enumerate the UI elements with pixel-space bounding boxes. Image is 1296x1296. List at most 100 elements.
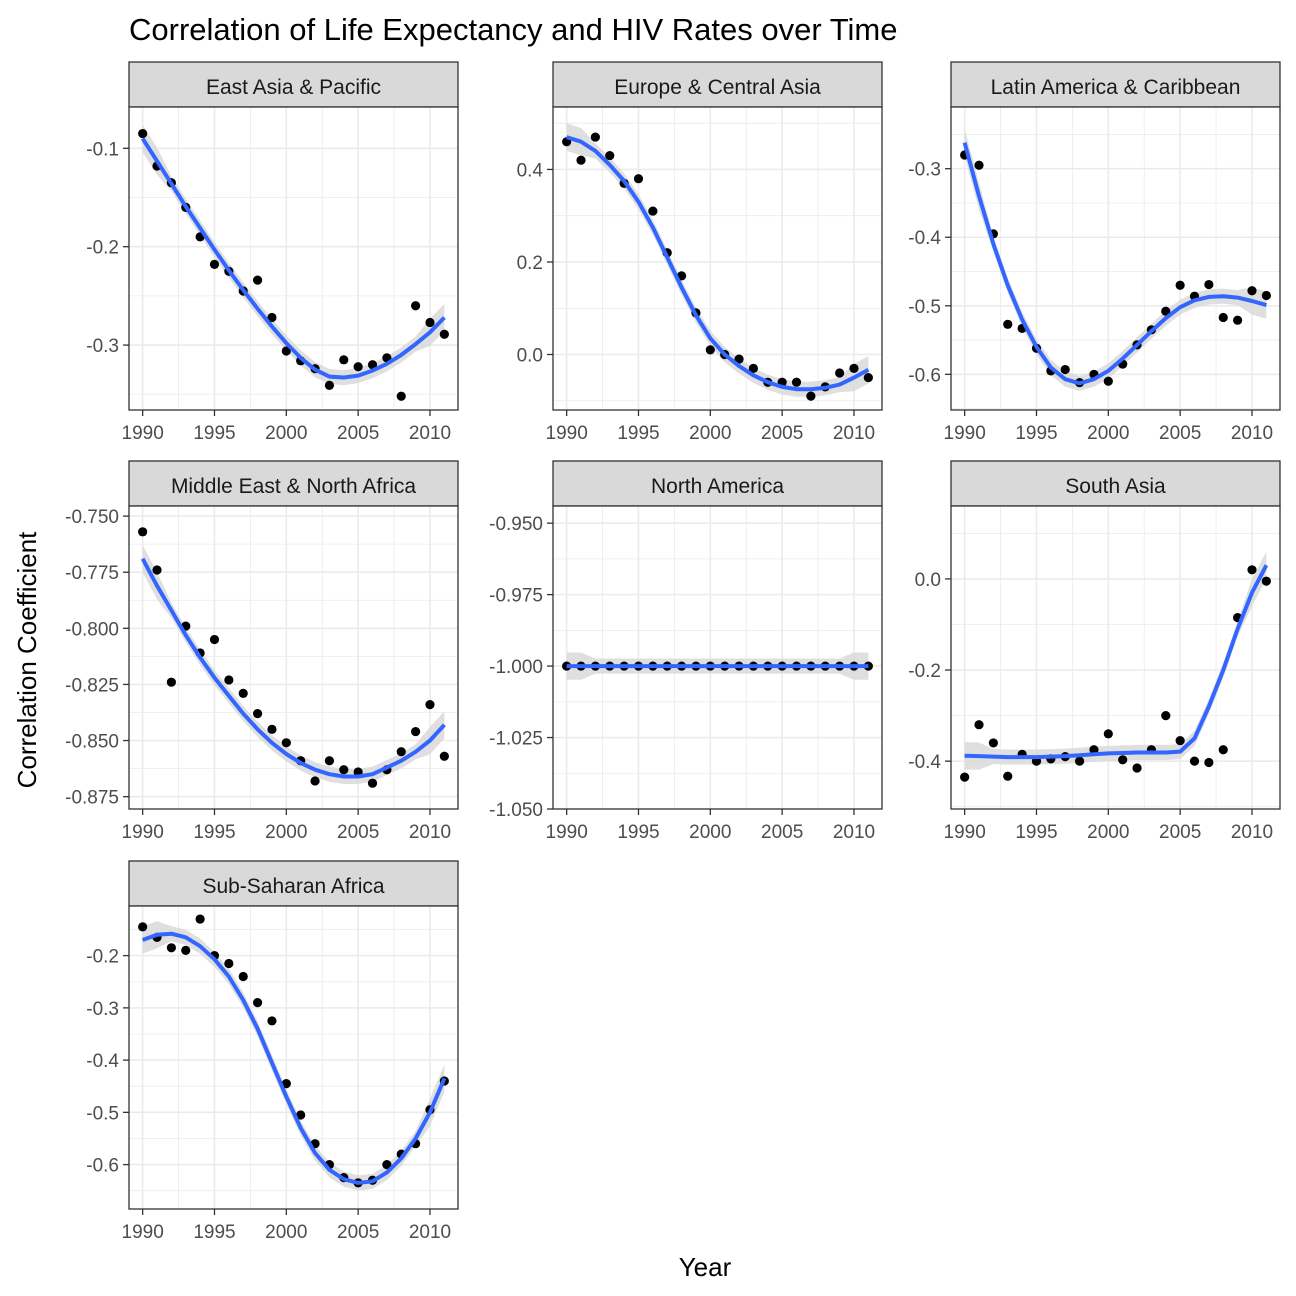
data-point [339, 765, 349, 775]
y-tick-label: -0.4 [908, 228, 941, 249]
data-point [138, 527, 148, 537]
data-point [296, 1110, 306, 1120]
data-point [1247, 565, 1257, 575]
x-tick-label: 2005 [1159, 423, 1201, 444]
data-point [1247, 286, 1257, 296]
data-point [181, 945, 191, 956]
x-tick-label: 1990 [944, 822, 986, 843]
panel-border [128, 905, 459, 1210]
data-point [382, 1159, 392, 1170]
x-tick-label: 1995 [617, 822, 659, 843]
y-tick-label: -0.750 [65, 507, 119, 528]
plot-area-middle-east-and-north-africa [129, 506, 458, 809]
data-point [974, 720, 984, 730]
y-tick-label: 0.4 [517, 160, 544, 181]
smooth-line [140, 557, 446, 779]
y-tick-label: -0.1 [86, 139, 119, 160]
strip-middle-east-and-north-africa [128, 460, 459, 507]
strip-label-latin-america-and-caribbean: Latin America & Caribbean [991, 76, 1241, 99]
data-point [960, 772, 970, 782]
data-point [195, 914, 205, 924]
data-point [425, 317, 435, 328]
y-tick-label: -0.3 [86, 336, 119, 357]
data-point [748, 363, 759, 373]
y-tick-label: -0.5 [86, 1103, 119, 1124]
facet-panels: East Asia & Pacific 1990 1995 2000 2005 2010 -… [65, 61, 1281, 1243]
x-tick-label: 1990 [944, 423, 986, 444]
data-point [1003, 319, 1013, 329]
data-point [1204, 279, 1214, 290]
data-point [1074, 756, 1085, 766]
data-point [267, 724, 277, 734]
data-point [734, 354, 744, 364]
x-tick-label: 2010 [409, 822, 451, 843]
data-point [1161, 710, 1171, 721]
y-tick-label: -1.050 [489, 800, 543, 821]
y-tick-label: -0.850 [65, 732, 119, 753]
panel-europe-and-central-asia: Europe & Central Asia 1990 1995 2000 2005 201… [517, 61, 883, 444]
y-tick-label: -0.825 [65, 675, 119, 696]
panel-latin-america-and-caribbean: Latin America & Caribbean 1990 1995 2000 200… [908, 61, 1281, 444]
x-tick-label: 1995 [193, 1222, 235, 1243]
data-point [310, 776, 320, 786]
chart-title: Correlation of Life Expectancy and HIV R… [129, 12, 897, 47]
data-point [252, 709, 263, 719]
x-tick-label: 2005 [337, 423, 379, 444]
data-point [425, 700, 435, 710]
data-point [1189, 756, 1200, 766]
data-point [849, 363, 859, 373]
plot-area-north-america [553, 506, 882, 809]
smooth-line [565, 135, 870, 392]
y-tick-label: -0.800 [65, 619, 119, 640]
data-point [324, 380, 335, 391]
data-point [1118, 755, 1128, 765]
x-tick-label: 2005 [337, 1222, 379, 1243]
data-point [281, 1079, 291, 1089]
x-tick-label: 2005 [761, 423, 803, 444]
data-point [1089, 745, 1099, 755]
strip-label-sub-saharan-africa: Sub-Saharan Africa [202, 875, 384, 898]
y-tick-label: -1.000 [489, 657, 543, 678]
x-tick-label: 2000 [689, 423, 731, 444]
y-tick-label: -0.3 [908, 160, 941, 181]
x-tick-label: 1995 [1015, 423, 1057, 444]
data-point [648, 206, 658, 216]
panel-east-asia-and-pacific: East Asia & Pacific 1990 1995 2000 2005 2010 -… [86, 61, 459, 444]
plot-area-europe-and-central-asia [553, 107, 882, 410]
strip-label-south-asia: South Asia [1065, 475, 1166, 498]
y-tick-label: -0.5 [908, 297, 941, 318]
y-tick-label: -1.025 [489, 729, 543, 750]
smooth-line [962, 142, 1267, 386]
data-point [791, 377, 802, 387]
data-point [324, 756, 335, 766]
data-point [1175, 280, 1185, 290]
data-point [209, 634, 220, 645]
x-tick-label: 2000 [689, 822, 731, 843]
data-point [252, 998, 263, 1008]
data-point [1218, 312, 1228, 323]
x-tick-label: 2000 [265, 1222, 307, 1243]
data-point [1204, 757, 1214, 768]
x-tick-label: 2010 [1231, 423, 1273, 444]
data-point [252, 275, 263, 285]
y-tick-label: -0.975 [489, 586, 543, 607]
y-tick-label: -0.2 [908, 661, 941, 682]
x-tick-label: 2000 [1087, 423, 1129, 444]
y-tick-label: -0.4 [86, 1051, 119, 1072]
data-point [1103, 729, 1113, 739]
strip-europe-and-central-asia [552, 61, 883, 108]
data-point [1060, 364, 1070, 375]
x-tick-label: 2010 [409, 423, 451, 444]
panel-border [552, 505, 883, 810]
data-point [367, 778, 378, 788]
x-tick-label: 2010 [833, 423, 875, 444]
plot-area-sub-saharan-africa [129, 906, 458, 1209]
x-tick-label: 2010 [409, 1222, 451, 1243]
data-point [138, 922, 148, 932]
x-tick-label: 2005 [761, 822, 803, 843]
data-point [590, 132, 600, 142]
x-tick-label: 1990 [122, 1222, 164, 1243]
data-point [988, 738, 998, 748]
data-point [267, 1016, 277, 1026]
data-point [281, 346, 291, 356]
